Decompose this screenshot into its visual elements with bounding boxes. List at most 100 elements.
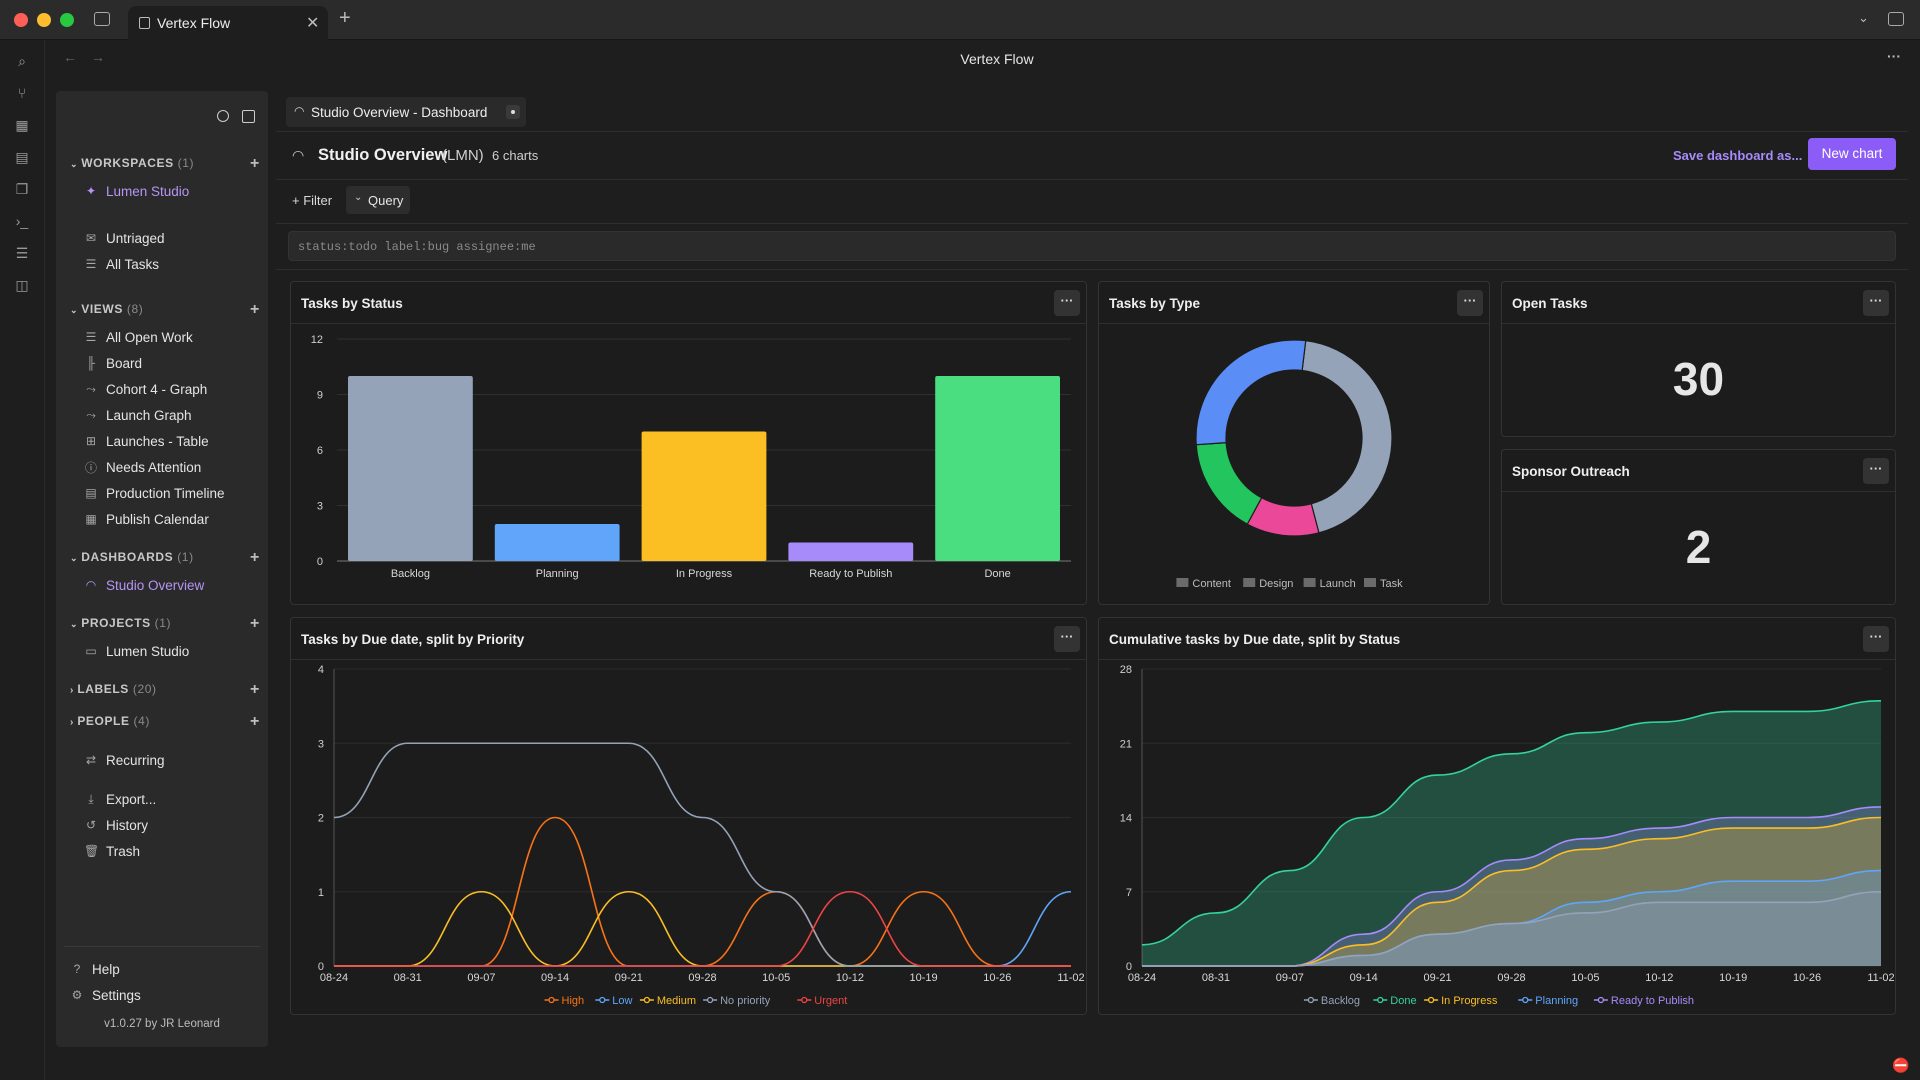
y-tick-label: 3	[318, 738, 324, 750]
panel-more-button[interactable]: ···	[1054, 290, 1080, 316]
unsaved-dot-icon[interactable]	[506, 105, 520, 119]
search-file-icon[interactable]: ⌕	[18, 53, 26, 69]
legend-swatch	[643, 996, 651, 1004]
panel-more-button[interactable]: ···	[1054, 626, 1080, 652]
y-tick-label: 12	[311, 334, 323, 346]
sync-error-icon[interactable]: ⛔	[1892, 1057, 1910, 1073]
sidebar-item-settings[interactable]: ⚙ Settings	[71, 987, 141, 1003]
new-chart-button[interactable]: New chart	[1808, 138, 1896, 170]
panel-more-button[interactable]: ···	[1863, 458, 1889, 484]
gauge-icon: ◠	[294, 104, 305, 118]
projects-header[interactable]: ⌄ PROJECTS (1) +	[70, 615, 260, 632]
sidebar-item-project[interactable]: ▭ Lumen Studio	[85, 643, 190, 659]
legend-swatch	[1597, 996, 1605, 1004]
chevron-down-icon[interactable]: ⌄	[1858, 10, 1869, 25]
grid-icon[interactable]: ▦	[15, 117, 29, 133]
gauge-icon: ◠	[292, 147, 305, 163]
legend-label: In Progress	[1441, 995, 1498, 1007]
sidebar-toggle-icon[interactable]	[94, 12, 110, 26]
add-filter-button[interactable]: + Filter	[292, 193, 333, 208]
close-window-button[interactable]	[14, 13, 28, 27]
zoom-window-button[interactable]	[60, 13, 74, 27]
chevron-down-icon: ⌄	[70, 619, 82, 629]
list-icon: ☰	[85, 330, 97, 344]
add-label-button[interactable]: +	[250, 681, 260, 698]
minimize-window-button[interactable]	[37, 13, 51, 27]
x-tick-label: 09-21	[615, 972, 643, 984]
list-icon[interactable]: ☰	[15, 245, 29, 261]
back-icon[interactable]: ←	[63, 49, 77, 65]
query-input[interactable]: status:todo label:bug assignee:me	[288, 231, 1896, 261]
x-tick-label: 08-31	[394, 972, 422, 984]
query-toggle-button[interactable]: ⌄ Query	[346, 186, 410, 214]
legend-label: No priority	[720, 995, 771, 1007]
x-tick-label: 09-28	[1497, 972, 1525, 984]
sidebar-item-help[interactable]: ? Help	[70, 957, 120, 981]
sidebar-item-view[interactable]: ▤ Production Timeline	[85, 485, 225, 501]
board-icon: ╟	[86, 356, 96, 370]
history-icon: ↺	[85, 818, 97, 832]
sidebar-item-untriaged[interactable]: ✉ Untriaged	[85, 230, 165, 246]
open-tasks-value: 30	[1672, 353, 1725, 405]
sidebar-item-recurring[interactable]: ⇄ Recurring	[85, 752, 165, 768]
sparkle-icon: ✦	[85, 184, 97, 198]
panel-tasks-by-type: Tasks by Type ··· Content Design Launch Tas…	[1098, 281, 1490, 605]
people-header[interactable]: › PEOPLE (4) +	[70, 713, 260, 730]
terminal-icon[interactable]: ›_	[15, 213, 29, 229]
sidebar-item-trash[interactable]: 🗑 Trash	[84, 843, 141, 859]
labels-header[interactable]: › LABELS (20) +	[70, 681, 260, 698]
sidebar-item-history[interactable]: ↺ History	[85, 817, 149, 833]
panel-more-button[interactable]: ···	[1457, 290, 1483, 316]
sidebar-item-view[interactable]: ⓘ Needs Attention	[84, 459, 202, 475]
add-view-button[interactable]: +	[250, 301, 260, 318]
bar	[641, 431, 767, 561]
right-panel-icon[interactable]	[1888, 12, 1904, 26]
graph-icon[interactable]: ⑂	[17, 85, 27, 101]
panel-more-button[interactable]: ···	[1863, 290, 1889, 316]
sidebar-item-view[interactable]: ⊞ Launches - Table	[85, 433, 209, 449]
x-tick-label: 09-14	[541, 972, 569, 984]
new-tab-icon[interactable]: +	[339, 7, 351, 29]
add-project-button[interactable]: +	[250, 615, 260, 632]
sidebar-item-view[interactable]: ⤳ Cohort 4 - Graph	[84, 377, 207, 401]
workspaces-header[interactable]: ⌄ WORKSPACES (1) +	[70, 155, 260, 172]
editor-tab-label: Studio Overview - Dashboard	[311, 105, 488, 120]
editor-tab[interactable]: ◠ Studio Overview - Dashboard	[286, 97, 526, 127]
panel-title: Cumulative tasks by Due date, split by S…	[1109, 632, 1401, 647]
legend-swatch	[801, 996, 808, 1004]
legend-label: Low	[612, 995, 632, 1007]
search-icon[interactable]	[217, 110, 229, 122]
panel-header	[291, 618, 1086, 660]
add-person-button[interactable]: +	[250, 713, 260, 730]
x-tick-label: In Progress	[676, 568, 733, 580]
sidebar-item-lumen-studio[interactable]: ✦ Lumen Studio	[85, 183, 190, 199]
x-tick-label: 09-28	[688, 972, 716, 984]
save-dashboard-button[interactable]: Save dashboard as...	[1673, 148, 1803, 163]
close-tab-icon[interactable]: ✕	[306, 15, 320, 32]
collapse-sidebar-icon[interactable]	[242, 110, 255, 123]
legend-label: High	[562, 995, 585, 1007]
dashboards-header[interactable]: ⌄ DASHBOARDS (1) +	[70, 549, 260, 566]
forward-icon[interactable]: →	[91, 49, 105, 65]
sidebar-item-studio-overview[interactable]: ◠ Studio Overview	[85, 577, 205, 593]
views-header[interactable]: ⌄ VIEWS (8) +	[70, 301, 260, 318]
sidebar-item-view[interactable]: ╟ Board	[84, 351, 142, 375]
x-tick-label: 10-12	[836, 972, 864, 984]
more-icon[interactable]: ···	[1887, 48, 1901, 64]
add-workspace-button[interactable]: +	[250, 155, 260, 172]
board-icon[interactable]: ◫	[15, 277, 29, 293]
copy-icon[interactable]: ❐	[15, 181, 29, 197]
sidebar-item-export[interactable]: ⤓ Export...	[84, 787, 156, 811]
panel-title: Tasks by Status	[301, 296, 403, 311]
sidebar-item-view[interactable]: ☰ All Open Work	[85, 329, 193, 345]
sidebar-item-view[interactable]: ⤳ Launch Graph	[84, 403, 191, 427]
panel-more-button[interactable]: ···	[1863, 626, 1889, 652]
version-label: v1.0.27 by JR Leonard	[104, 1018, 220, 1030]
browser-tab[interactable]: Vertex Flow ✕	[128, 6, 328, 40]
add-dashboard-button[interactable]: +	[250, 549, 260, 566]
sidebar-item-all-tasks[interactable]: ☰ All Tasks	[85, 256, 160, 272]
sidebar-item-view[interactable]: ▦ Publish Calendar	[85, 511, 209, 527]
calendar-icon[interactable]: ▤	[15, 149, 29, 165]
panel-header	[1502, 450, 1895, 492]
series-line	[333, 742, 1071, 967]
